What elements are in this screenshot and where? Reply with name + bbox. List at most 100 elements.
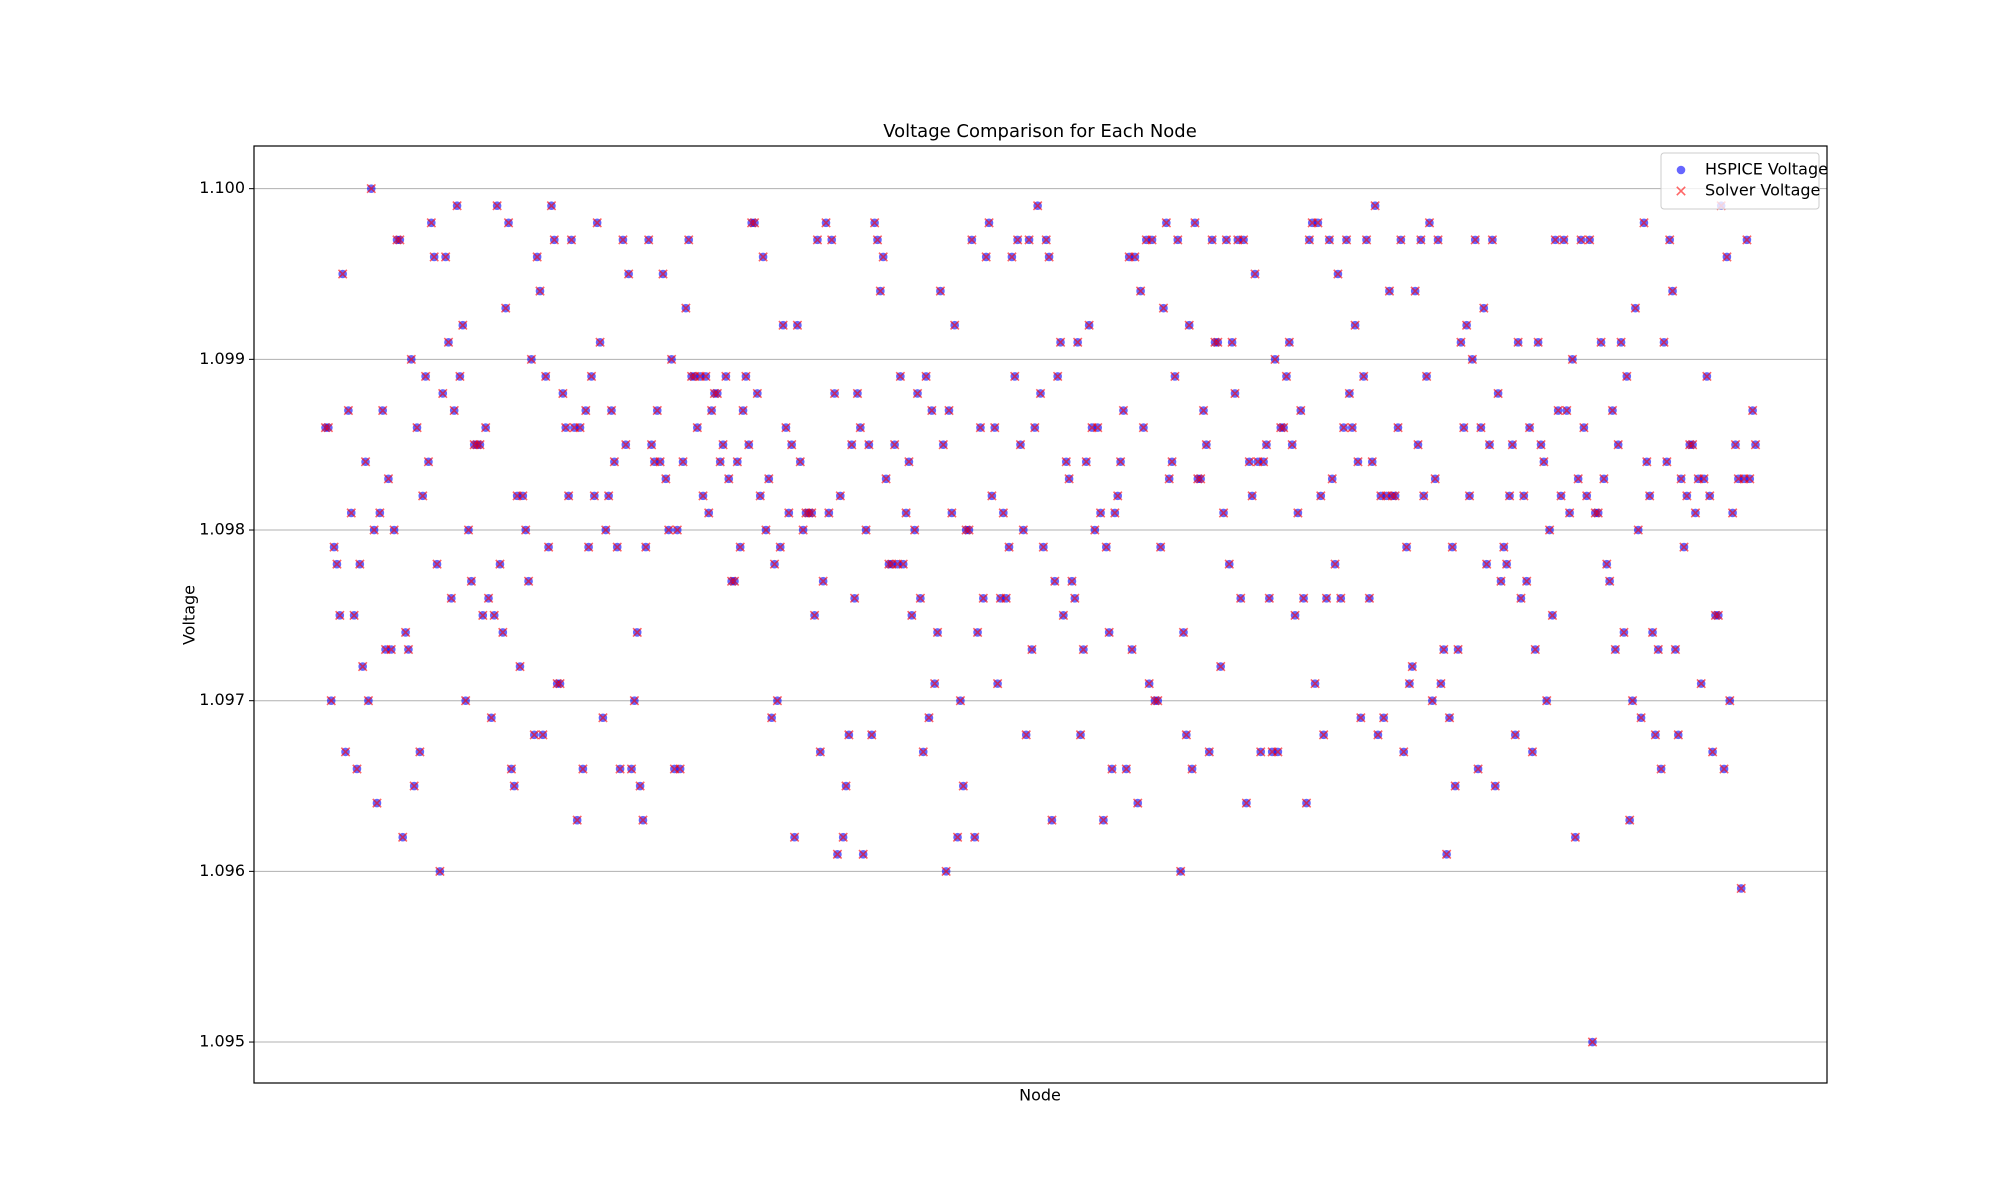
- data-point: [955, 695, 966, 706]
- data-point: [967, 235, 977, 245]
- data-point: [323, 422, 334, 433]
- data-point: [1298, 593, 1309, 604]
- legend-box: [1660, 152, 1820, 210]
- data-point: [618, 235, 628, 245]
- data-point: [420, 371, 431, 382]
- data-point: [1750, 439, 1761, 450]
- data-point: [592, 218, 602, 228]
- data-point: [349, 610, 359, 621]
- data-point: [1438, 644, 1449, 655]
- data-point: [1327, 474, 1337, 484]
- data-point: [1570, 832, 1581, 842]
- data-point: [1407, 661, 1418, 672]
- data-point: [1724, 695, 1735, 706]
- data-point: [992, 678, 1003, 689]
- data-point: [1295, 405, 1306, 416]
- data-point: [1181, 730, 1192, 740]
- data-point: [1436, 678, 1446, 689]
- data-point: [1130, 252, 1140, 262]
- data-point: [1559, 235, 1569, 245]
- data-point: [1009, 371, 1020, 382]
- data-point: [1115, 456, 1126, 467]
- data-point: [798, 525, 808, 535]
- y-tick-label: 1.100: [199, 178, 245, 197]
- data-point: [1410, 286, 1420, 296]
- data-point: [1633, 525, 1644, 535]
- data-point: [1070, 593, 1080, 604]
- data-point: [712, 388, 723, 399]
- data-point: [958, 781, 969, 791]
- data-point: [1187, 764, 1197, 774]
- data-point: [1336, 593, 1346, 604]
- data-point: [409, 781, 419, 791]
- plot-frame: [253, 145, 1828, 1084]
- data-point: [1330, 559, 1340, 569]
- data-point: [789, 832, 800, 842]
- data-point: [964, 525, 974, 535]
- data-point: [538, 730, 548, 740]
- data-point: [346, 508, 357, 518]
- data-point: [1072, 337, 1083, 348]
- data-point: [784, 508, 794, 518]
- data-point: [683, 235, 694, 245]
- data-point: [475, 439, 485, 450]
- y-tick-label: 1.099: [199, 349, 245, 368]
- data-point: [744, 439, 754, 450]
- data-point: [1190, 218, 1200, 228]
- data-point: [1653, 644, 1664, 655]
- data-point: [523, 576, 534, 586]
- data-point: [532, 252, 542, 262]
- data-point: [635, 781, 645, 791]
- data-point: [1499, 542, 1509, 552]
- data-point: [781, 422, 791, 433]
- data-point: [1147, 235, 1157, 245]
- data-point: [1155, 542, 1166, 552]
- data-point: [360, 456, 371, 467]
- data-point: [686, 371, 697, 382]
- data-point: [1024, 235, 1034, 245]
- data-point: [1221, 235, 1232, 245]
- data-point: [498, 627, 508, 638]
- data-point: [626, 764, 637, 774]
- data-point: [692, 422, 703, 433]
- data-point: [729, 576, 740, 586]
- data-point: [889, 439, 900, 450]
- data-point: [1667, 286, 1678, 296]
- data-point: [1213, 337, 1223, 348]
- data-point: [1530, 644, 1541, 655]
- data-point: [615, 764, 625, 774]
- data-point: [623, 269, 634, 279]
- data-point: [1204, 747, 1215, 757]
- data-point: [1052, 371, 1063, 382]
- data-point: [1622, 371, 1632, 382]
- y-tick-label: 1.096: [199, 861, 245, 880]
- data-point: [698, 491, 708, 501]
- data-point: [864, 439, 874, 450]
- data-point: [1416, 235, 1426, 245]
- data-point: [1459, 422, 1469, 433]
- y-tick-label: 1.097: [199, 690, 245, 709]
- data-point: [1384, 286, 1395, 296]
- data-point: [1132, 798, 1143, 808]
- data-point: [961, 525, 971, 535]
- data-point: [1450, 781, 1460, 791]
- data-point: [1347, 422, 1358, 433]
- data-point: [1587, 1037, 1598, 1047]
- data-point: [1390, 491, 1400, 501]
- legend-label: Solver Voltage: [1705, 181, 1820, 200]
- data-point: [1704, 491, 1715, 501]
- data-point: [1644, 491, 1655, 501]
- data-point: [1682, 491, 1692, 501]
- data-point: [1061, 456, 1072, 467]
- data-point: [775, 542, 786, 552]
- data-point: [987, 491, 997, 501]
- data-point: [809, 610, 820, 621]
- data-point: [546, 200, 557, 211]
- data-point: [357, 661, 368, 672]
- data-point: [1647, 627, 1658, 638]
- data-point: [483, 593, 494, 604]
- data-point: [1378, 712, 1389, 723]
- data-point: [455, 371, 465, 382]
- data-point: [1642, 456, 1652, 467]
- data-point: [658, 269, 668, 279]
